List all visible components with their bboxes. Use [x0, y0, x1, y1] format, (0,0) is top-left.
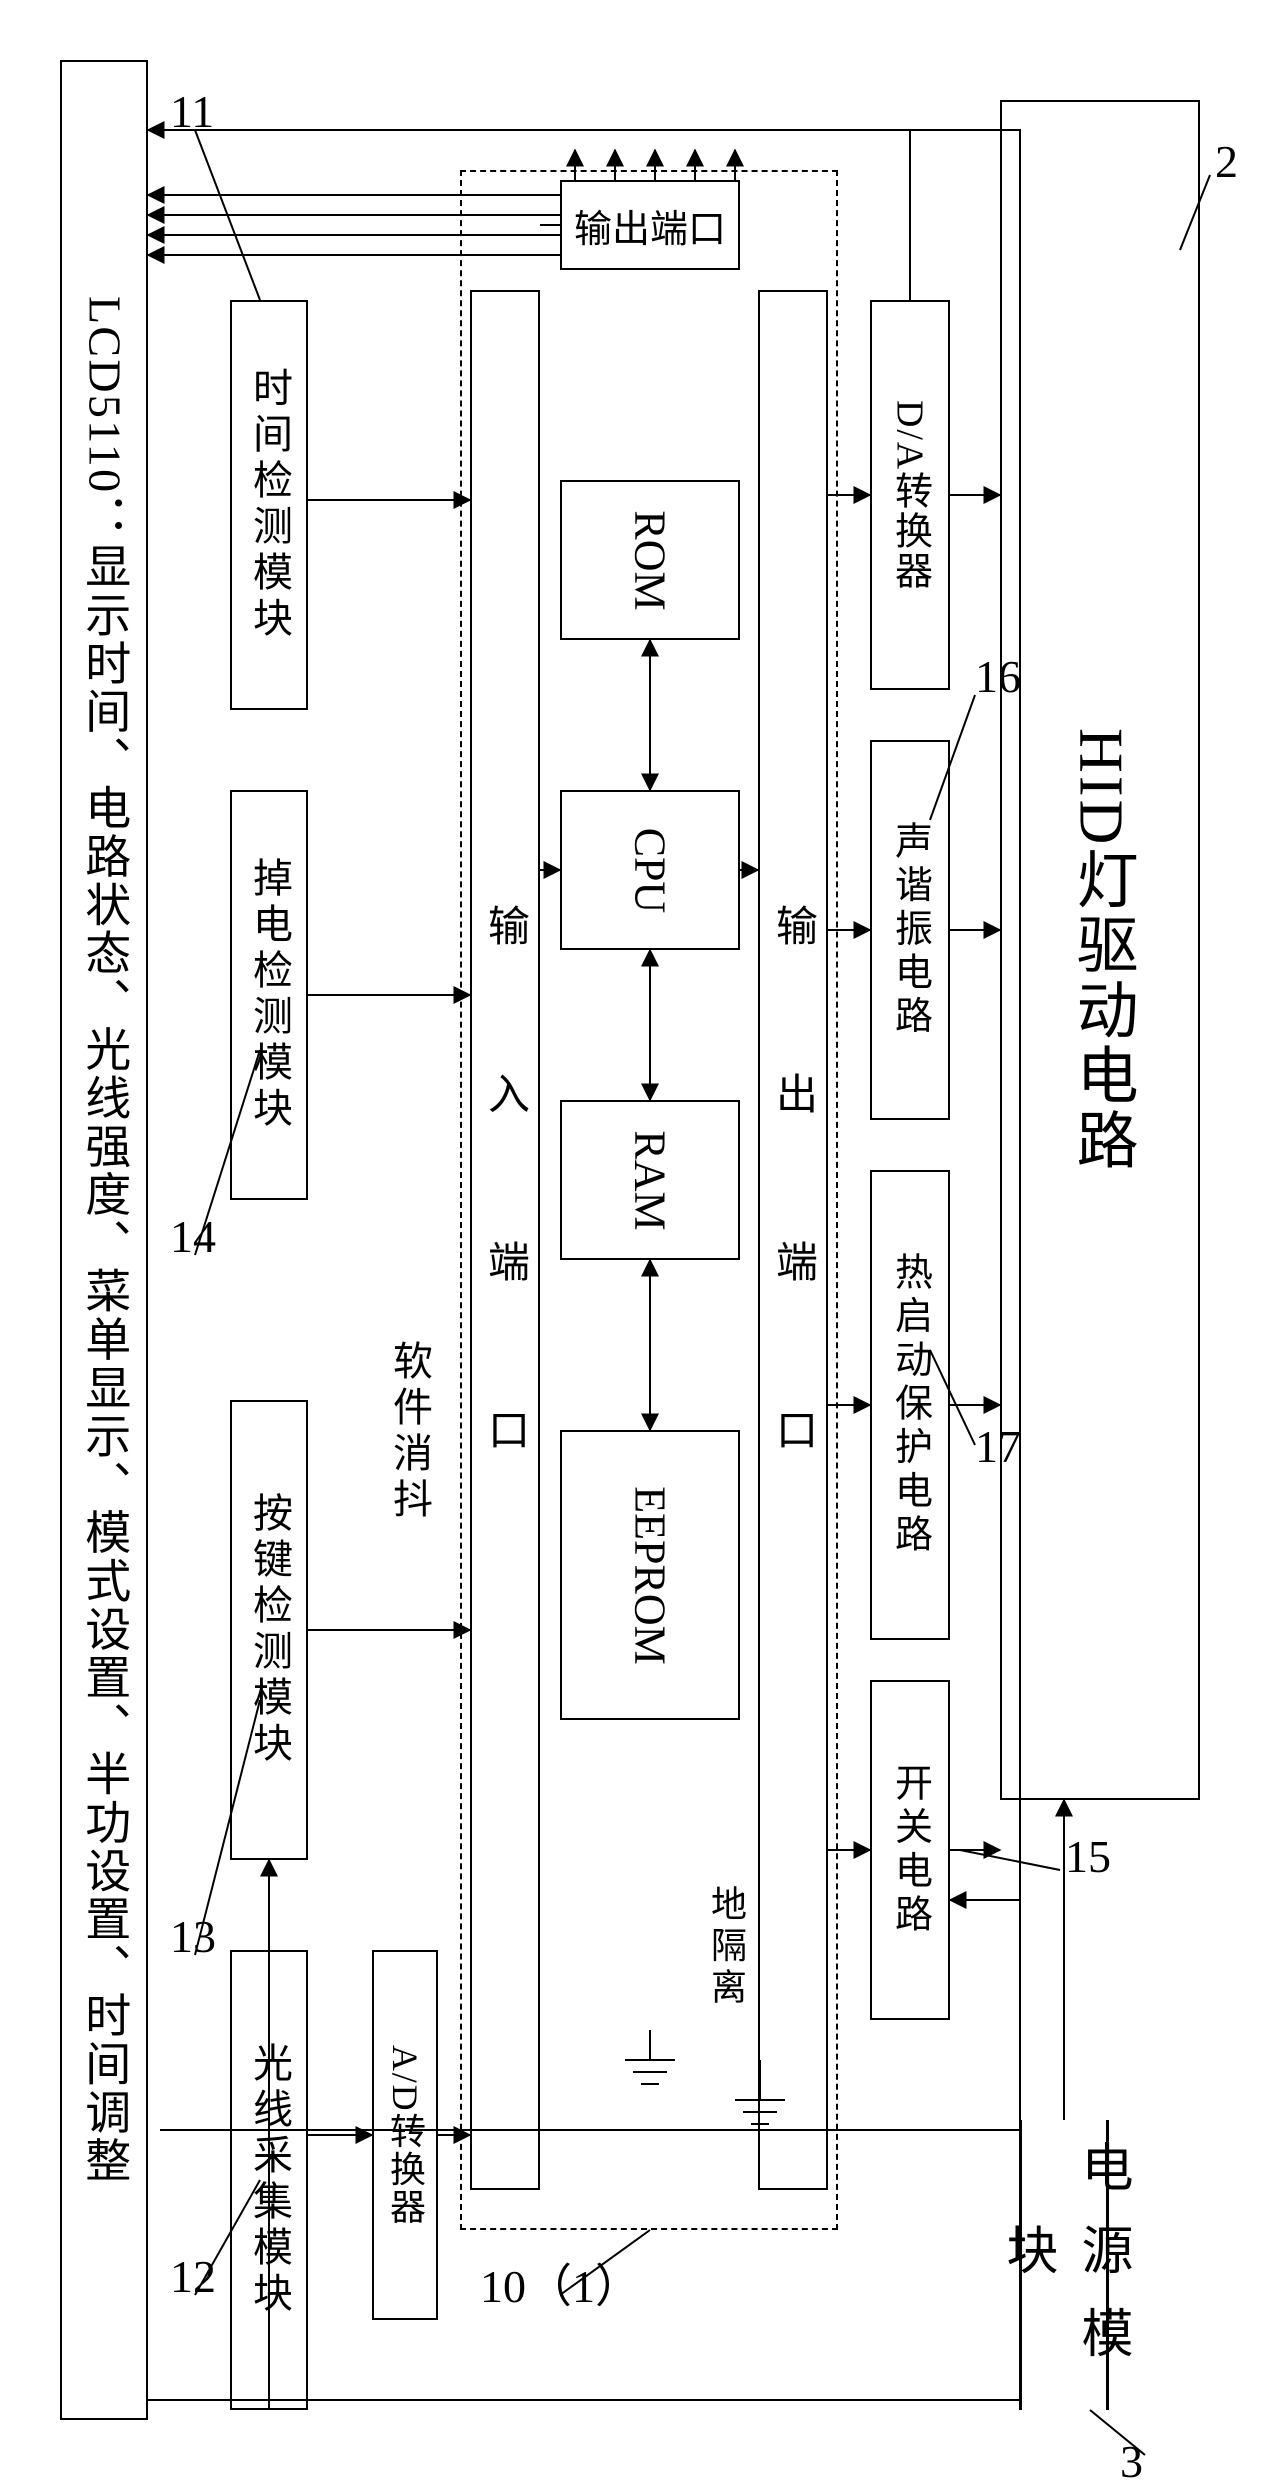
time-detect-text: 时间检测模块 — [240, 367, 298, 643]
switch-text: 开关电路 — [883, 1763, 938, 1938]
rom-text: ROM — [625, 510, 676, 610]
input-port-block: 输入端口 — [470, 290, 540, 2190]
hot-start-block: 热启动保护电路 — [870, 1170, 950, 1640]
hot-start-text: 热启动保护电路 — [883, 1252, 938, 1558]
label-3: 3 — [1120, 2435, 1143, 2488]
da-converter-block: D/A转换器 — [870, 300, 950, 690]
label-2: 2 — [1215, 135, 1238, 188]
time-detect-block: 时间检测模块 — [230, 300, 308, 710]
label-14: 14 — [170, 1210, 216, 1263]
lcd-block: LCD5110：显示时间、电路状态、光线强度、菜单显示、模式设置、半功设置、时间… — [60, 60, 148, 2420]
power-module-block: 电源模块 — [1020, 2120, 1108, 2410]
switch-block: 开关电路 — [870, 1680, 950, 2020]
eeprom-text: EEPROM — [625, 1486, 676, 1664]
hid-text: HID灯驱动电路 — [1064, 728, 1135, 1173]
label-11: 11 — [170, 85, 214, 138]
ram-block: RAM — [560, 1100, 740, 1260]
input-port-text: 输入端口 — [475, 904, 536, 1576]
output-port-right-text: 输出端口 — [763, 904, 824, 1576]
label-17: 17 — [975, 1420, 1021, 1473]
label-10: 10（1） — [480, 2250, 641, 2316]
label-12: 12 — [170, 2250, 216, 2303]
key-detect-text: 按键检测模块 — [240, 1492, 298, 1768]
eeprom-block: EEPROM — [560, 1430, 740, 1720]
output-port-top-block: 输出端口 — [560, 180, 740, 270]
rom-block: ROM — [560, 480, 740, 640]
power-fail-block: 掉电检测模块 — [230, 790, 308, 1200]
gnd-iso-label: 地隔离 — [700, 1885, 752, 2009]
label-13: 13 — [170, 1910, 216, 1963]
da-converter-text: D/A转换器 — [883, 400, 938, 591]
label-16: 16 — [975, 650, 1021, 703]
acoustic-block: 声谐振电路 — [870, 740, 950, 1120]
light-collect-block: 光线采集模块 — [230, 1950, 308, 2410]
sw-debounce-label: 软件消抖 — [380, 1340, 438, 1524]
key-detect-block: 按键检测模块 — [230, 1400, 308, 1860]
diagram-canvas: LCD5110：显示时间、电路状态、光线强度、菜单显示、模式设置、半功设置、时间… — [0, 0, 1263, 2476]
ad-converter-block: A/D转换器 — [372, 1950, 438, 2320]
power-module-text: 电源模块 — [989, 2120, 1139, 2410]
cpu-text: CPU — [625, 827, 676, 913]
cpu-block: CPU — [560, 790, 740, 950]
ram-text: RAM — [625, 1130, 676, 1230]
light-collect-text: 光线采集模块 — [240, 2042, 298, 2318]
power-fail-text: 掉电检测模块 — [240, 857, 298, 1133]
output-port-right-block: 输出端口 — [758, 290, 828, 2190]
output-port-top-text: 输出端口 — [574, 198, 726, 253]
lcd-text: LCD5110：显示时间、电路状态、光线强度、菜单显示、模式设置、半功设置、时间… — [79, 296, 130, 2185]
hid-block: HID灯驱动电路 — [1000, 100, 1200, 1800]
ad-converter-text: A/D转换器 — [379, 2045, 431, 2226]
acoustic-text: 声谐振电路 — [883, 821, 938, 1040]
label-15: 15 — [1065, 1830, 1111, 1883]
